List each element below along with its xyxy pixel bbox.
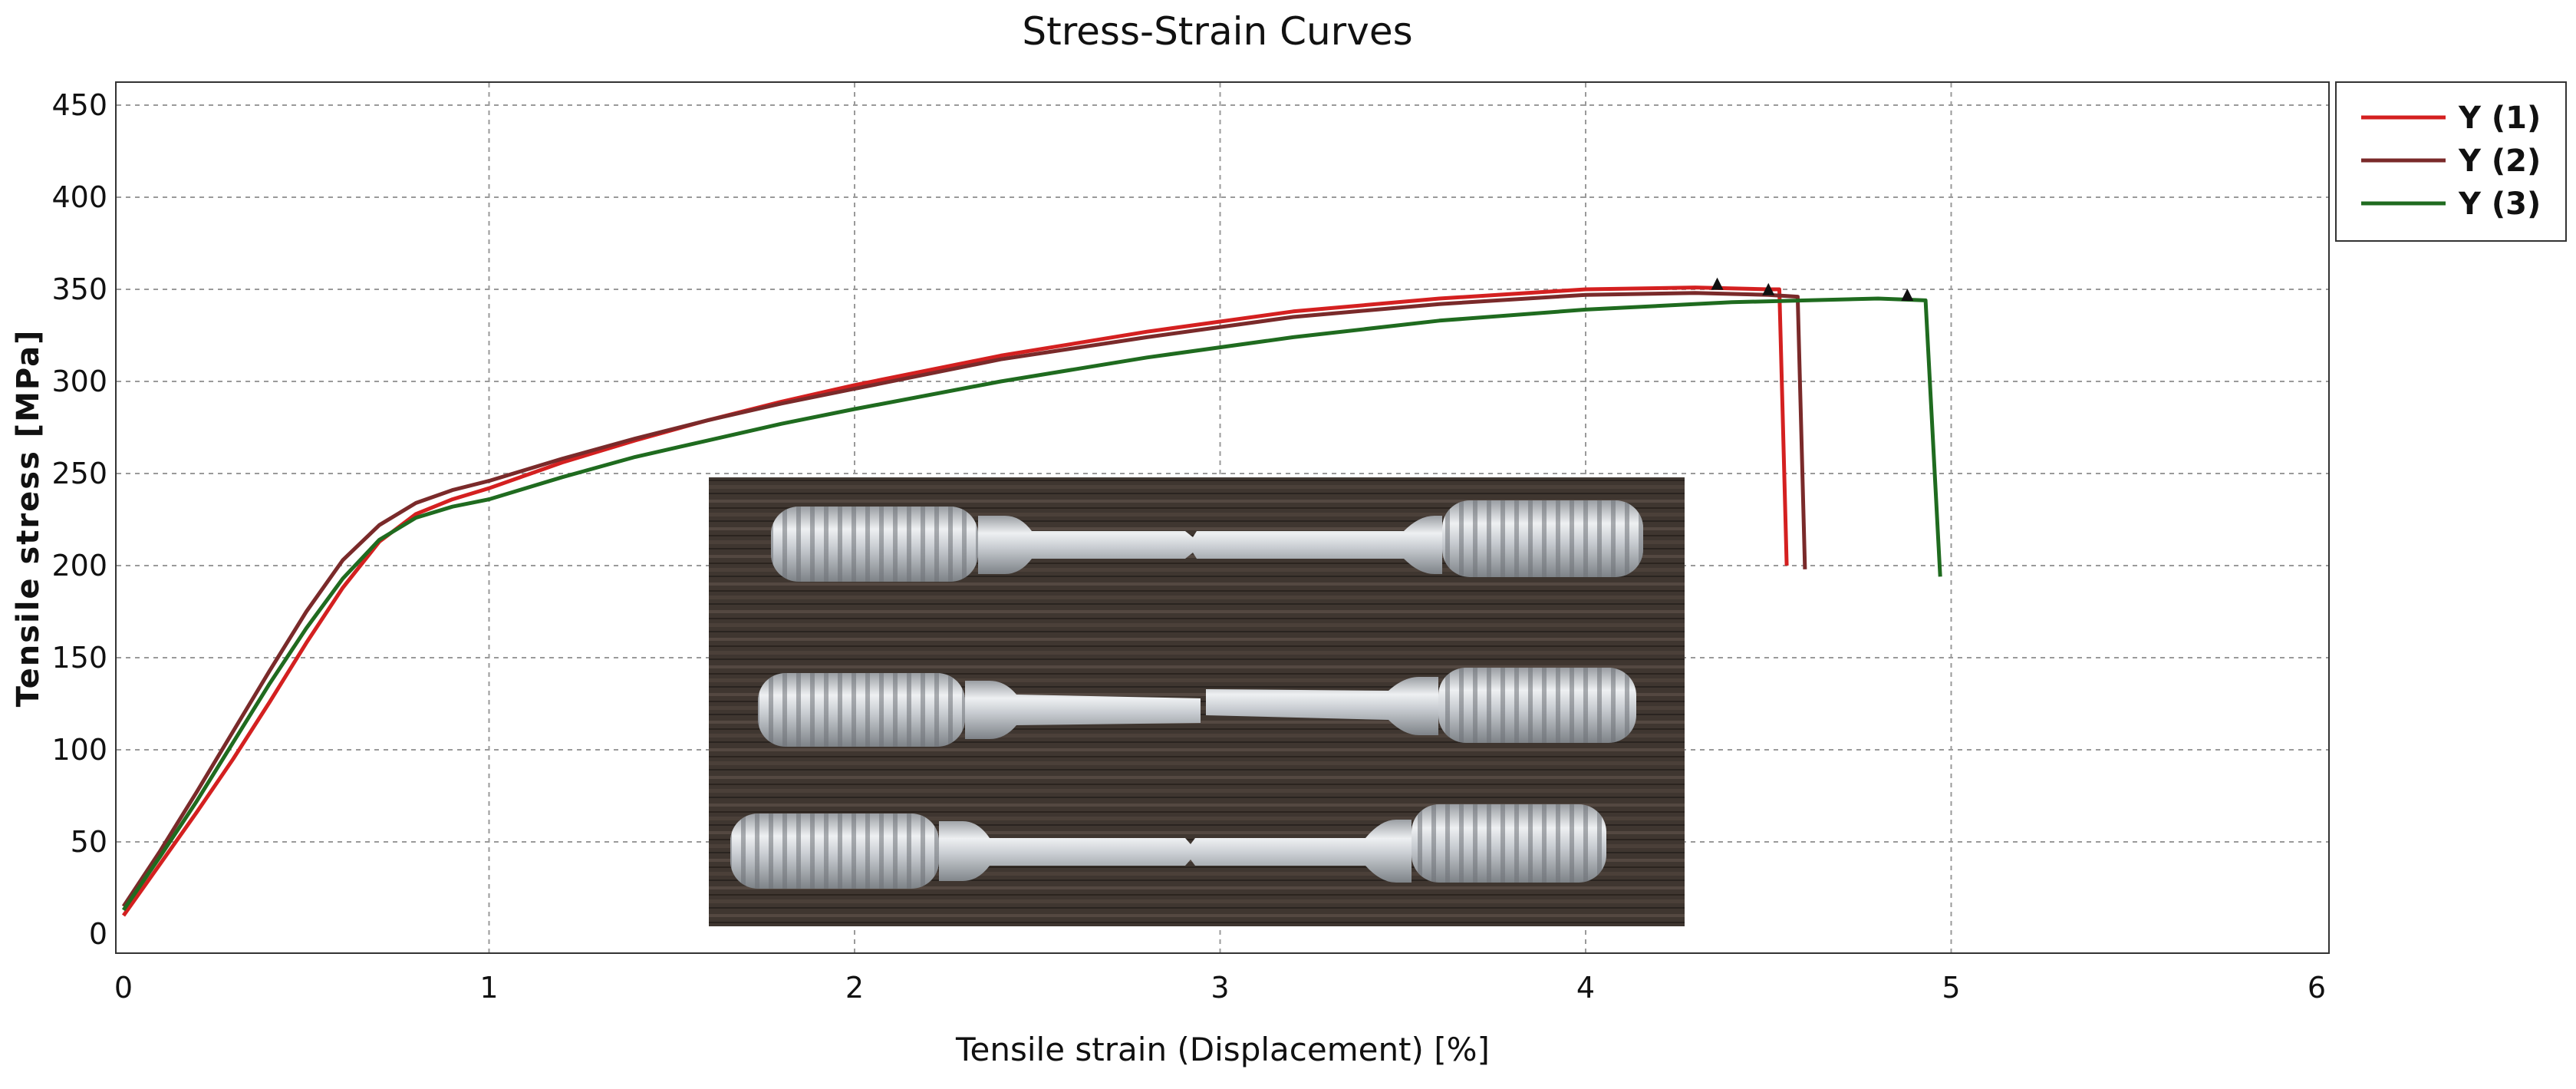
y-axis-label: Tensile stress [MPa] (11, 329, 46, 708)
x-tick-label: 2 (845, 971, 864, 1005)
chart-title: Stress-Strain Curves (1022, 9, 1412, 54)
x-tick-label: 5 (1942, 971, 1960, 1005)
legend-label-3: Y (3) (2458, 186, 2541, 222)
max-point-marker-2 (1762, 282, 1775, 295)
y-tick-label: 350 (51, 272, 107, 306)
y-tick-label: 250 (51, 457, 107, 490)
axis-ticks: 0 1 2 3 4 5 6 0 50 100 150 200 250 300 350 400 450 (51, 88, 2326, 1005)
specimen-2-image (758, 668, 1636, 747)
specimen-3-image (730, 804, 1606, 889)
legend-label-1: Y (1) (2458, 101, 2541, 136)
max-point-marker-3 (1901, 289, 1914, 301)
x-tick-label: 3 (1211, 971, 1229, 1005)
series-line-3 (121, 296, 1942, 912)
y-tick-label: 400 (51, 180, 107, 214)
y-tick-label: 150 (51, 641, 107, 675)
y-tick-label: 0 (89, 917, 107, 951)
y-tick-label: 200 (51, 549, 107, 582)
y-tick-label: 100 (51, 733, 107, 767)
legend: Y (1) Y (2) Y (3) (2335, 81, 2567, 242)
x-tick-label: 6 (2308, 971, 2326, 1005)
x-tick-label: 0 (114, 971, 133, 1005)
legend-label-2: Y (2) (2458, 144, 2541, 179)
specimen-photo (709, 477, 1685, 926)
max-point-marker-1 (1711, 277, 1724, 290)
series-line-2 (121, 291, 1807, 908)
y-tick-label: 450 (51, 88, 107, 122)
x-axis-label: Tensile strain (Displacement) [%] (955, 1031, 1490, 1068)
y-tick-label: 300 (51, 365, 107, 398)
y-tick-label: 50 (71, 825, 107, 859)
specimen-1-image (771, 500, 1643, 582)
series (121, 277, 1942, 917)
x-tick-label: 4 (1576, 971, 1595, 1005)
x-tick-label: 1 (479, 971, 498, 1005)
